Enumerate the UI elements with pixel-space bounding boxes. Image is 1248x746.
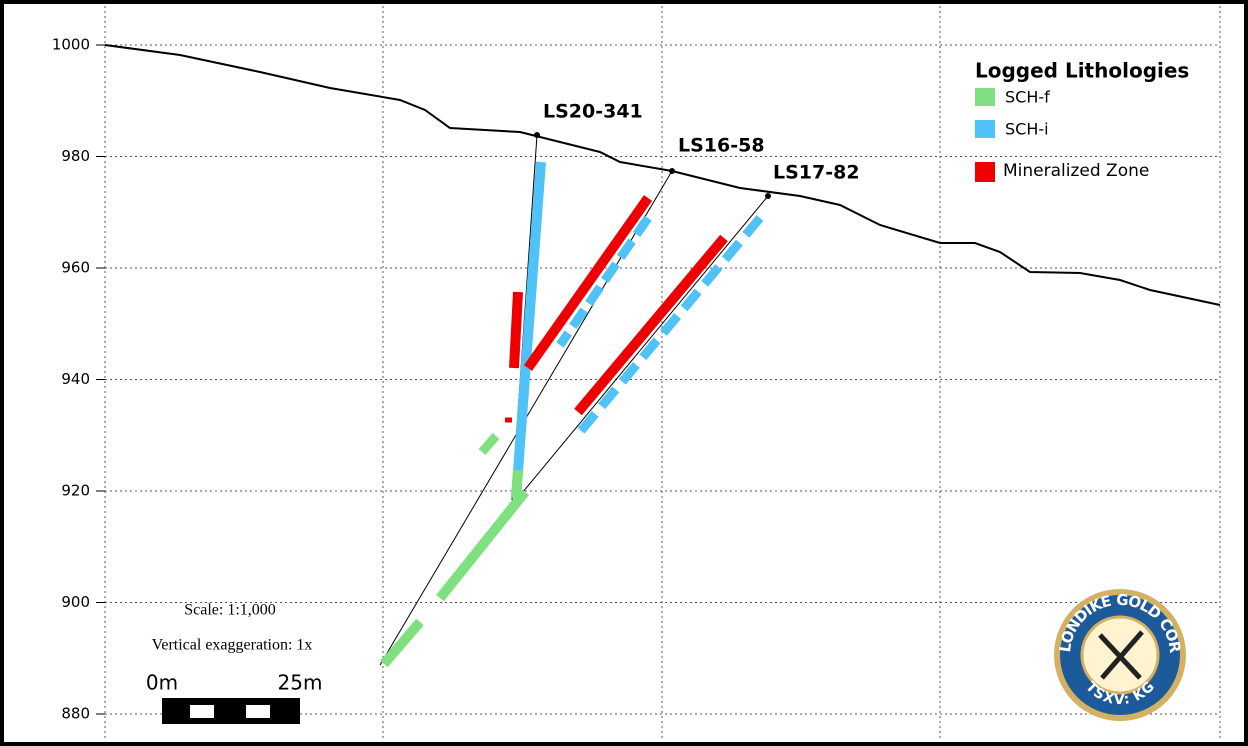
y-tick-label: 880 xyxy=(61,705,90,723)
legend-label: Mineralized Zone xyxy=(1003,161,1149,181)
sch-f xyxy=(478,433,500,455)
y-tick-label: 920 xyxy=(61,482,90,500)
intervals xyxy=(380,161,764,668)
topography xyxy=(104,44,1221,306)
logo-shovel xyxy=(1100,630,1144,680)
collar xyxy=(765,193,771,199)
legend-label: SCH-i xyxy=(1005,120,1049,139)
trace xyxy=(507,195,769,511)
mineralized xyxy=(509,291,523,369)
y-tick-label: 960 xyxy=(61,259,90,277)
scale-text: Scale: 1:1,000 xyxy=(184,602,276,619)
sch-i xyxy=(511,161,546,499)
hole-label: LS17-82 xyxy=(773,162,860,184)
elevation-axis: 1000 980 960 940 920 900 880 xyxy=(52,36,1220,723)
mineralized xyxy=(523,195,653,371)
legend-swatch xyxy=(975,120,995,138)
scale-bar-label: 25m xyxy=(278,671,323,695)
legend-swatch xyxy=(975,162,995,182)
y-tick-label: 1000 xyxy=(52,36,90,54)
legend-swatch xyxy=(975,88,995,106)
sch-f xyxy=(380,618,424,668)
y-tick-label: 940 xyxy=(61,370,90,388)
legend-title: Logged Lithologies xyxy=(975,59,1189,83)
mineralized xyxy=(574,234,728,416)
hole-label: LS20-341 xyxy=(543,101,643,123)
sch-i xyxy=(576,215,764,435)
collar xyxy=(534,132,540,138)
sch-f xyxy=(511,469,523,499)
collar xyxy=(669,168,675,174)
exaggeration-text: Vertical exaggeration: 1x xyxy=(152,637,313,654)
sch-i xyxy=(556,215,652,348)
scale-bar-label: 0m xyxy=(146,671,178,695)
y-tick-label: 900 xyxy=(61,593,90,611)
sch-f xyxy=(436,488,529,602)
bar xyxy=(190,705,214,718)
scale-bar xyxy=(162,698,300,724)
vertical-grid xyxy=(104,6,1221,740)
legend: Logged Lithologies SCH-f SCH-i Mineraliz… xyxy=(975,59,1189,182)
y-tick-label: 980 xyxy=(61,147,90,165)
hole-label: LS16-58 xyxy=(678,135,765,157)
legend-label: SCH-f xyxy=(1005,88,1050,107)
bar xyxy=(246,705,270,718)
bar xyxy=(162,698,300,724)
